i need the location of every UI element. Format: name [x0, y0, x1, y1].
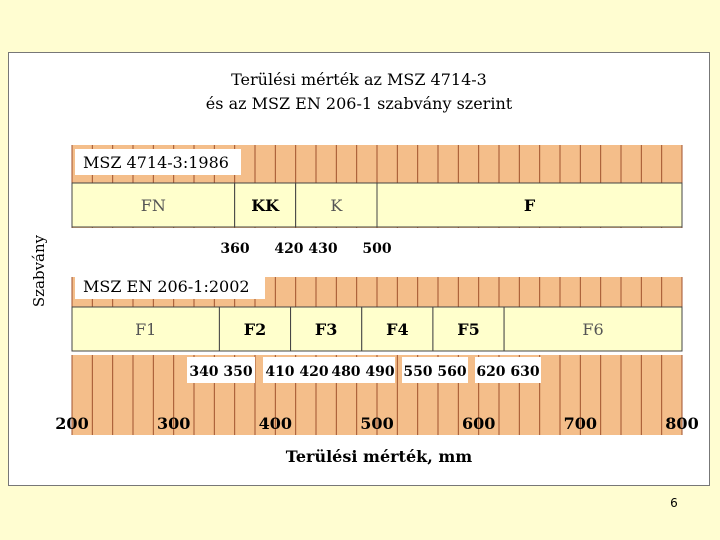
- slide-frame: MSZ 4714-3:1986 FN KK K F 360 420 430 500 MSZ EN…: [8, 52, 710, 486]
- class-bar-kk: [234, 182, 297, 228]
- x-tick-label: 300: [157, 414, 190, 433]
- x-tick-label: 700: [564, 414, 597, 433]
- class-label: F3: [315, 320, 338, 339]
- class-label: F2: [244, 320, 267, 339]
- x-tick-label: 600: [462, 414, 495, 433]
- boundary-label: 500: [362, 241, 391, 257]
- class-bar-f: [376, 182, 683, 228]
- boundary-label: 620 630: [476, 364, 540, 380]
- boundary-label-box: [263, 357, 331, 383]
- class-label: F5: [457, 320, 480, 339]
- boundary-label-box: [475, 357, 541, 383]
- class-bar-f3: [290, 306, 363, 352]
- boundary-label-box: [359, 234, 395, 260]
- standard-name-box: [75, 273, 265, 299]
- boundary-label-box: [273, 234, 339, 260]
- class-label: F: [524, 196, 536, 215]
- standard-name: MSZ EN 206-1:2002: [83, 277, 250, 296]
- x-tick-label: 200: [55, 414, 88, 433]
- class-label: KK: [251, 196, 280, 215]
- standard-name-box: [75, 149, 241, 175]
- class-bar-f4: [361, 306, 434, 352]
- class-label: F1: [135, 320, 156, 339]
- class-bar-fn: [71, 182, 236, 228]
- standard-name: MSZ 4714-3:1986: [83, 153, 229, 172]
- class-label: F6: [582, 320, 603, 339]
- boundary-label: 360: [220, 241, 249, 257]
- chart-title-line1: Terülési mérték az MSZ 4714-3: [231, 70, 487, 89]
- y-axis-label: Szabvány: [30, 234, 48, 307]
- class-label: K: [330, 196, 343, 215]
- boundary-label: 480 490: [331, 364, 395, 380]
- boundary-label-box: [402, 357, 468, 383]
- class-bar-f6: [503, 306, 683, 352]
- x-tick-label: 500: [360, 414, 393, 433]
- page-number: 6: [670, 496, 678, 510]
- x-axis-label: Terülési mérték, mm: [286, 447, 472, 466]
- boundary-label-box: [187, 357, 255, 383]
- x-tick-label: 400: [259, 414, 292, 433]
- boundary-label-box: [331, 357, 395, 383]
- class-label: F4: [386, 320, 409, 339]
- boundary-label: 340 350: [189, 364, 253, 380]
- class-bar-f5: [432, 306, 505, 352]
- x-tick-label: 800: [665, 414, 698, 433]
- chart-title-line2: és az MSZ EN 206-1 szabvány szerint: [206, 94, 513, 113]
- class-label: FN: [141, 196, 166, 215]
- boundary-label-box: [216, 234, 254, 260]
- boundary-label: 550 560: [403, 364, 467, 380]
- boundary-label: 420 430: [274, 241, 338, 257]
- boundary-label: 410 420: [265, 364, 329, 380]
- class-bar-k: [295, 182, 378, 228]
